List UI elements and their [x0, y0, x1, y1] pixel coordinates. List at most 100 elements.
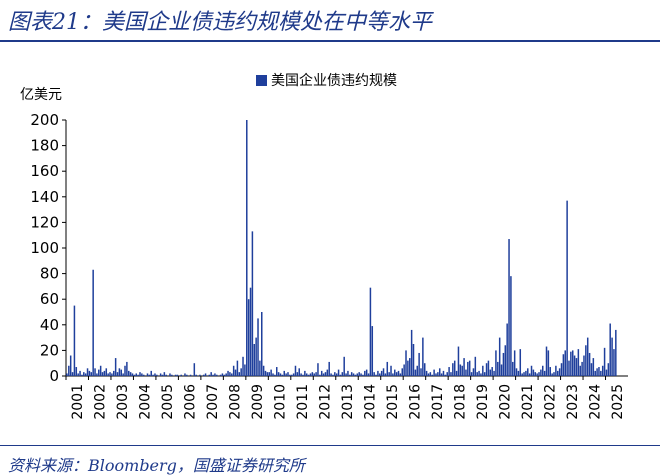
bar [611, 337, 613, 376]
bar [579, 365, 581, 376]
bar [557, 370, 559, 376]
bar [186, 374, 188, 376]
bar [264, 370, 267, 376]
x-tick-label: 2014 [362, 384, 378, 420]
bar [515, 368, 518, 376]
bar [225, 373, 227, 376]
bar [202, 374, 205, 376]
bar [403, 364, 405, 376]
legend: 美国企业债违约规模 [256, 70, 397, 90]
bar [435, 373, 437, 376]
bar [219, 374, 222, 376]
bar [379, 373, 381, 376]
bar [500, 364, 503, 376]
bar [216, 374, 218, 376]
bar [77, 373, 79, 376]
bar [120, 369, 123, 376]
bar [564, 350, 566, 376]
bar [79, 370, 81, 376]
bar [547, 350, 550, 376]
y-tick-label: 60 [40, 290, 59, 308]
bar [279, 373, 282, 376]
y-tick-label: 20 [40, 341, 59, 359]
bar [551, 373, 553, 376]
bar [283, 370, 285, 376]
bar [384, 373, 387, 376]
bar [457, 346, 460, 376]
bar [139, 372, 141, 376]
bar [169, 373, 171, 376]
source-rule [0, 445, 660, 446]
bar [84, 373, 87, 376]
bar [483, 372, 486, 376]
bar [341, 372, 344, 376]
bar [489, 369, 492, 376]
bar [399, 373, 402, 376]
bar [510, 276, 512, 376]
bar [229, 372, 231, 376]
source-note: 资料来源：Bloomberg，国盛证券研究所 [8, 456, 305, 475]
bar [247, 299, 250, 376]
bar [369, 287, 372, 376]
bar [607, 363, 610, 376]
figure-title: 图表21：美国企业债违约规模处在中等水平 [8, 10, 432, 35]
bar [388, 372, 390, 376]
bar [600, 370, 602, 376]
bar [285, 373, 287, 376]
bar [302, 374, 304, 376]
bar [90, 372, 93, 376]
bar [568, 360, 570, 376]
bar [142, 374, 145, 376]
bar [527, 368, 529, 376]
bar [615, 329, 617, 376]
bar [343, 356, 345, 376]
bar [585, 345, 587, 376]
bar [517, 370, 520, 376]
x-tick-label: 2023 [565, 384, 581, 420]
bar [69, 355, 72, 376]
bar [92, 269, 94, 376]
y-tick-label: 180 [30, 137, 59, 155]
bar [410, 329, 413, 376]
bar [223, 374, 226, 376]
bar [73, 305, 76, 376]
bar [199, 374, 201, 376]
bar [135, 373, 137, 376]
bar [573, 355, 576, 376]
bar [523, 372, 525, 376]
bar [210, 372, 212, 376]
bar [508, 239, 510, 376]
bar [88, 370, 91, 376]
x-tick-label: 2012 [318, 384, 334, 420]
bar [427, 373, 430, 376]
bar [99, 365, 102, 376]
y-tick-labels: 0 20 40 60 80 100 120 140 160 180 200 [30, 111, 59, 385]
bar [174, 374, 177, 376]
bar [257, 318, 259, 376]
bar [542, 365, 544, 376]
bar [571, 350, 574, 376]
bar [131, 373, 134, 376]
bar [467, 361, 469, 376]
x-tick-label: 2006 [183, 384, 199, 420]
bar [495, 350, 497, 376]
legend-swatch [256, 74, 267, 86]
x-tick-label: 2020 [497, 384, 513, 420]
bar [114, 358, 117, 376]
bar [298, 368, 300, 376]
bar [407, 360, 409, 376]
bar [392, 373, 394, 376]
bar [287, 372, 289, 376]
bar [394, 369, 396, 376]
bar [420, 368, 422, 376]
bar [452, 363, 454, 376]
bar [581, 361, 583, 376]
bar [352, 373, 355, 376]
bar [276, 367, 278, 376]
bar [613, 349, 615, 376]
x-tick-label: 2022 [542, 384, 558, 420]
bar [101, 372, 104, 376]
bar [575, 358, 578, 376]
bar [570, 351, 572, 376]
bar [423, 363, 426, 376]
